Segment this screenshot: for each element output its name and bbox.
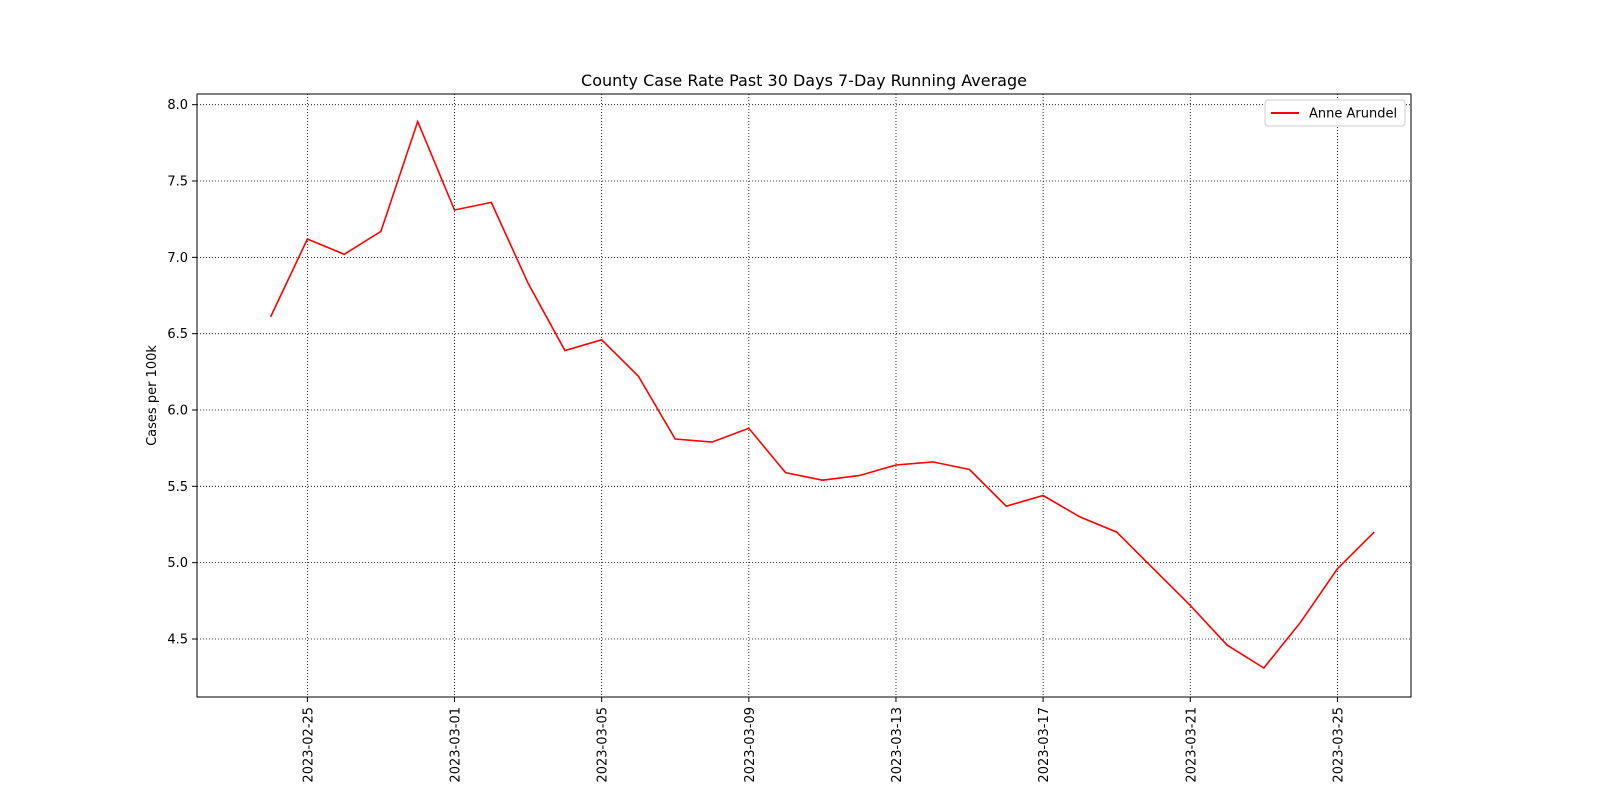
y-tick-label: 5.0 [167,556,188,571]
series-line-anne-arundel [269,119,1375,670]
y-axis: 4.5 5.0 5.5 6.0 6.5 7.0 7.5 8.0 [167,98,197,647]
y-tick-label: 6.0 [167,404,188,419]
x-tick-label: 2023-03-13 [890,707,905,783]
series-layer [269,119,1375,670]
legend-label: Anne Arundel [1309,107,1397,122]
legend-box [1264,99,1406,127]
x-tick-label: 2023-02-25 [301,707,316,783]
y-tick-label: 4.5 [167,632,188,647]
plot-frame [196,93,1412,698]
y-tick-label: 8.0 [167,98,188,113]
x-axis: 2023-02-25 2023-03-01 2023-03-05 2023-03-09… [301,697,1346,783]
x-tick-label: 2023-03-21 [1184,707,1199,783]
legend: Anne Arundel [1264,99,1406,127]
x-tick-label: 2023-03-09 [743,707,758,783]
x-tick-label: 2023-03-01 [449,707,464,783]
x-tick-label: 2023-03-25 [1331,707,1346,783]
y-tick-label: 6.5 [167,327,188,342]
y-tick-label: 7.0 [167,251,188,266]
chart-title: County Case Rate Past 30 Days 7-Day Runn… [581,71,1027,90]
y-axis-label: Cases per 100k [145,345,160,446]
grid [197,94,1411,697]
x-tick-label: 2023-03-17 [1037,707,1052,783]
y-tick-label: 7.5 [167,175,188,190]
y-tick-label: 5.5 [167,480,188,495]
x-tick-label: 2023-03-05 [596,707,611,783]
